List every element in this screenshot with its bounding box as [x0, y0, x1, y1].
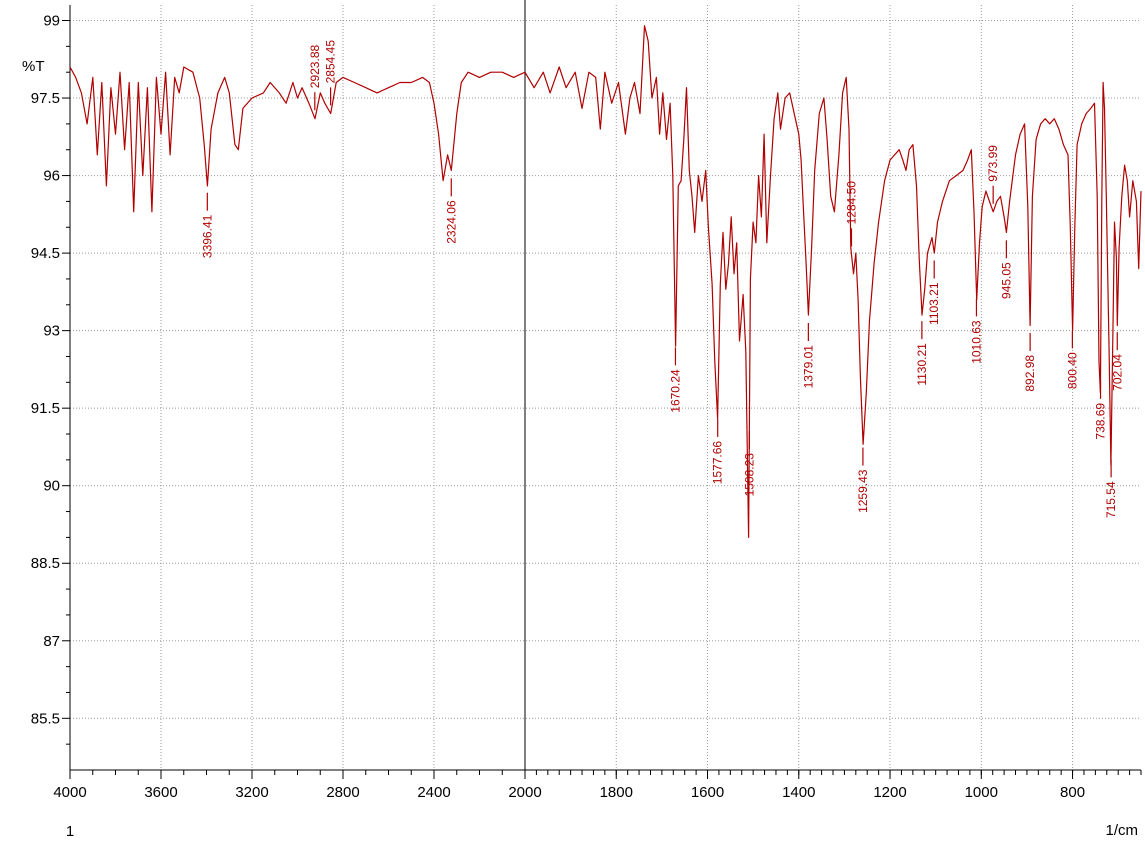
peak-label: 1508.23 — [742, 431, 756, 496]
peak-label-text: 1010.63 — [969, 320, 983, 364]
x-tick-label: 2000 — [508, 784, 541, 801]
peak-labels: 3396.41 2923.88 2854.45 2324.06 1670.24 1577.… — [200, 40, 1124, 518]
x-tick-label: 2800 — [326, 784, 359, 801]
x-tick-label: 1400 — [782, 784, 815, 801]
peak-label-text: 1259.43 — [856, 469, 870, 513]
peak-label-text: 1508.23 — [742, 453, 756, 497]
y-tick-label: 93 — [43, 323, 60, 340]
peak-label: 945.05 — [999, 240, 1013, 299]
peak-label: 1577.66 — [711, 418, 725, 485]
peak-label: 2923.88 — [308, 45, 322, 111]
peak-label-text: 800.40 — [1065, 352, 1079, 389]
peak-label: 738.69 — [1094, 380, 1108, 440]
grid — [70, 5, 1141, 770]
peak-label: 702.04 — [1110, 332, 1124, 391]
y-tick-label: 91.5 — [31, 400, 60, 417]
y-tick-label: 88.5 — [31, 555, 60, 572]
peak-label: 1379.01 — [801, 323, 815, 388]
peak-label: 3396.41 — [200, 192, 214, 258]
peak-label-text: 973.99 — [986, 145, 1000, 182]
spectrum-index: 1 — [66, 823, 74, 840]
peak-label-text: 1577.66 — [711, 441, 725, 485]
y-tick-label: 96 — [43, 168, 60, 185]
peak-label: 1284.50 — [844, 181, 858, 247]
peak-label-text: 715.54 — [1104, 481, 1118, 518]
spectrum — [69, 25, 1142, 539]
peak-label: 1103.21 — [927, 260, 941, 325]
peak-label: 800.40 — [1065, 330, 1079, 389]
x-tick-label: 1000 — [965, 784, 998, 801]
peak-label-text: 1284.50 — [844, 181, 858, 225]
peak-label: 1010.63 — [969, 298, 983, 364]
x-tick-label: 3200 — [235, 784, 268, 801]
y-tick-label: 94.5 — [31, 245, 60, 262]
peak-label-text: 2923.88 — [308, 45, 322, 89]
peak-label-text: 892.98 — [1023, 355, 1037, 392]
peak-label-text: 1130.21 — [915, 343, 929, 386]
peak-label: 1130.21 — [915, 321, 929, 386]
x-tick-label: 1200 — [873, 784, 906, 801]
peak-label: 892.98 — [1023, 332, 1037, 392]
x-tick-label: 1600 — [691, 784, 724, 801]
x-tick-label: 2400 — [417, 784, 450, 801]
x-tick-label: 800 — [1060, 784, 1085, 801]
y-axis-title: %T — [22, 58, 45, 75]
y-tick-label: 99 — [43, 13, 60, 30]
x-axis-unit: 1/cm — [1105, 822, 1138, 839]
peak-label: 715.54 — [1104, 459, 1118, 518]
peak-label-text: 1103.21 — [927, 282, 941, 325]
y-tick-label: 90 — [43, 478, 60, 495]
axes: 99 97.5 96 94.5 93 91.5 90 88.5 87 85.5 4000 3600 32… — [31, 0, 1142, 801]
y-tick-label: 87 — [43, 633, 60, 650]
x-tick-label: 3600 — [144, 784, 177, 801]
peak-label: 1670.24 — [668, 347, 682, 413]
peak-label: 2854.45 — [324, 40, 338, 106]
y-tick-label: 85.5 — [31, 710, 60, 727]
peak-label-text: 945.05 — [999, 262, 1013, 299]
peak-label: 973.99 — [986, 145, 1000, 204]
peak-label-text: 702.04 — [1110, 354, 1124, 391]
peak-label-text: 1379.01 — [801, 345, 815, 389]
peak-label-text: 2854.45 — [324, 40, 338, 84]
peak-label-text: 738.69 — [1094, 403, 1108, 440]
x-tick-label: 4000 — [53, 784, 86, 801]
peak-label-text: 1670.24 — [668, 369, 682, 413]
peak-label: 1259.43 — [856, 447, 870, 513]
y-tick-label: 97.5 — [31, 90, 60, 107]
x-tick-label: 1800 — [600, 784, 633, 801]
peak-label: 2324.06 — [444, 178, 458, 244]
peak-label-text: 2324.06 — [444, 200, 458, 244]
spectrum-line — [69, 25, 1142, 539]
peak-label-text: 3396.41 — [200, 214, 214, 258]
